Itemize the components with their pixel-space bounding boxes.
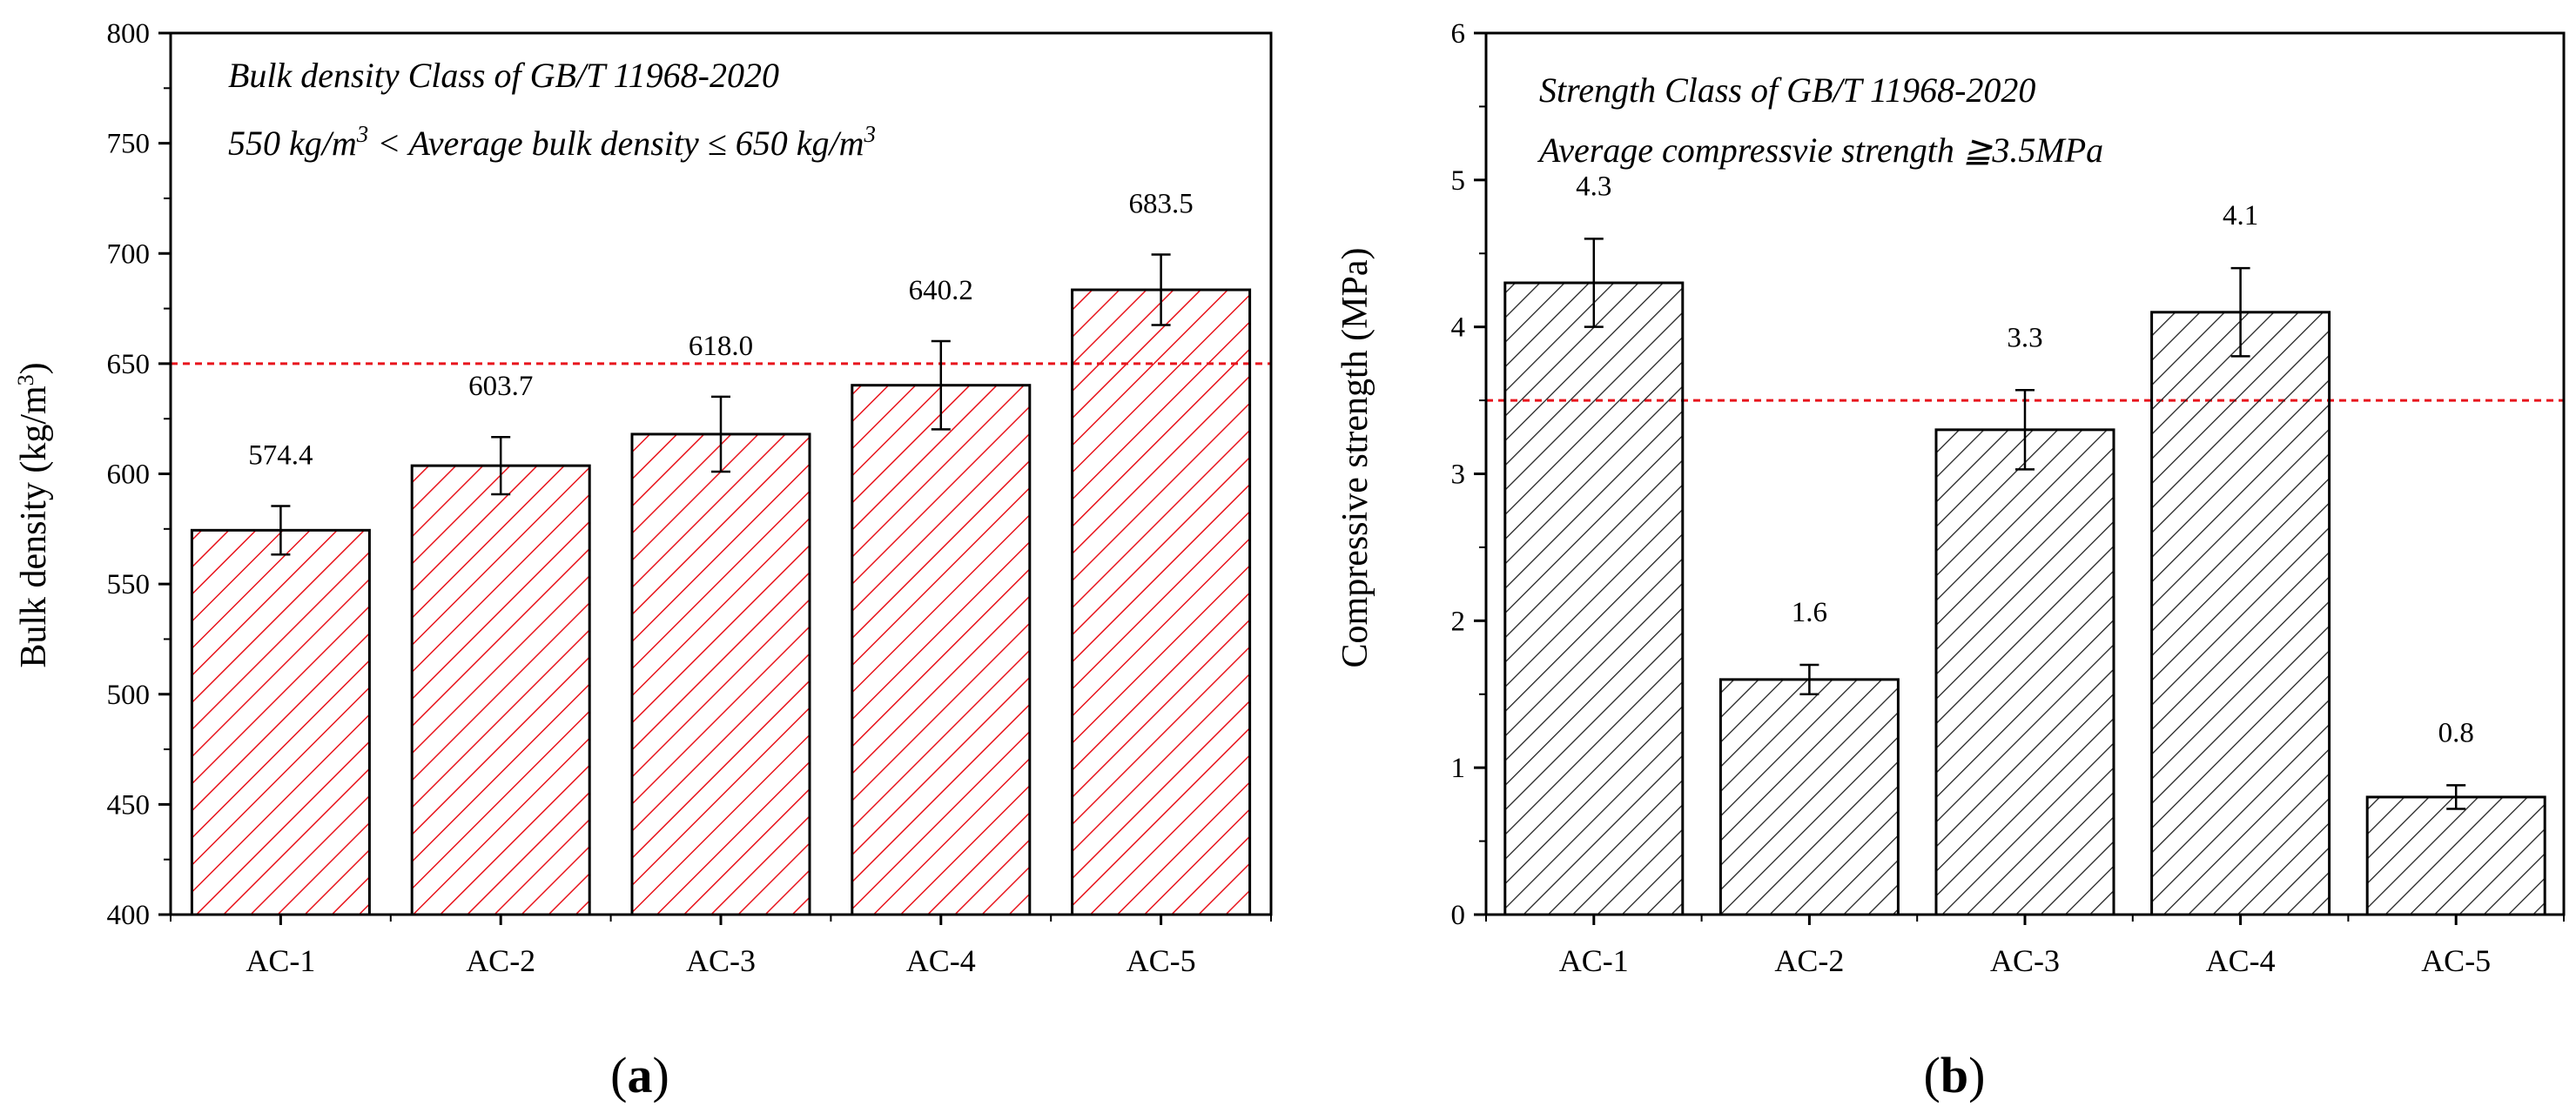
y-tick-label: 4 <box>1451 312 1466 344</box>
annotation-line-2-part-b: < Average bulk density ≤ 650 kg/m <box>368 124 864 163</box>
y-tick-label: 800 <box>107 18 151 50</box>
panel-label-a-close: ) <box>653 1047 669 1103</box>
error-bar-group <box>1584 238 2466 810</box>
data-label: 0.8 <box>2438 717 2474 748</box>
x-tick-label: AC-1 <box>245 943 315 978</box>
x-tick-label: AC-1 <box>1559 943 1629 978</box>
bar <box>410 464 591 916</box>
y-axis-title-text: Bulk density (kg/m <box>14 386 54 668</box>
x-tick-label: AC-2 <box>1774 943 1844 978</box>
y-tick-label: 6 <box>1451 18 1466 50</box>
y-tick-label: 400 <box>107 900 151 931</box>
data-label: 3.3 <box>2007 322 2042 353</box>
bar <box>851 384 1032 916</box>
annotation-line-2: 550 kg/m3 < Average bulk density ≤ 650 k… <box>228 121 876 163</box>
panel-label-b-close: ) <box>1968 1047 1985 1103</box>
y-tick-label: 5 <box>1451 165 1466 197</box>
bar <box>630 432 811 916</box>
data-label: 618.0 <box>689 331 753 362</box>
bar <box>190 528 371 916</box>
annotation-line-2-part-a: 550 kg/m <box>228 124 357 163</box>
panel-label-a-letter: a <box>628 1047 653 1103</box>
annotation-line-2-sup-1: 3 <box>356 121 369 147</box>
bar <box>2365 795 2546 916</box>
data-label: 4.1 <box>2223 200 2258 231</box>
panel-label-b-open: ( <box>1924 1047 1940 1103</box>
x-tick-label: AC-3 <box>1990 943 2060 978</box>
data-label: 574.4 <box>248 439 313 471</box>
y-tick-label: 600 <box>107 459 151 491</box>
x-tick-label: AC-4 <box>2206 943 2276 978</box>
y-axis-title: Bulk density (kg/m3) <box>13 362 55 667</box>
y-axis-title-sup: 3 <box>13 374 38 386</box>
x-axis-ticks: AC-1 AC-2 AC-3 AC-4 AC-5 <box>170 915 1272 978</box>
bar-group <box>1503 281 2546 916</box>
data-label: 603.7 <box>468 371 533 402</box>
y-axis-ticks: 400 450 500 550 600 650 700 750 800 <box>107 18 171 931</box>
data-label: 1.6 <box>1792 597 1827 628</box>
error-bar-group <box>271 253 1171 556</box>
panel-label-b: (b) <box>1924 1047 1986 1103</box>
y-tick-label: 1 <box>1451 753 1466 784</box>
x-tick-label: AC-4 <box>906 943 976 978</box>
panel-label-a-open: ( <box>610 1047 627 1103</box>
y-tick-label: 650 <box>107 349 151 380</box>
bar <box>1071 288 1252 916</box>
y-tick-label: 750 <box>107 129 151 160</box>
chart-panel-a: 574.4 603.7 618.0 640.2 683.5 400 450 500 550 60… <box>13 18 1273 1103</box>
annotation-line-2-sup-2: 3 <box>863 121 876 147</box>
y-tick-label: 450 <box>107 789 151 821</box>
bar <box>2150 311 2331 916</box>
panel-label-a: (a) <box>610 1047 669 1103</box>
annotation-line-1: Strength Class of GB/T 11968-2020 <box>1539 70 2035 110</box>
x-tick-label: AC-5 <box>1127 943 1196 978</box>
y-tick-label: 550 <box>107 569 151 600</box>
x-tick-label: AC-5 <box>2421 943 2491 978</box>
x-tick-label: AC-3 <box>686 943 756 978</box>
y-tick-label: 3 <box>1451 459 1466 491</box>
data-label: 683.5 <box>1128 189 1193 220</box>
value-label-group: 4.3 1.6 3.3 4.1 0.8 <box>1576 171 2474 748</box>
annotation-line-1: Bulk density Class of GB/T 11968-2020 <box>228 56 779 95</box>
y-axis-title-end: ) <box>14 362 54 374</box>
data-label: 640.2 <box>909 275 973 306</box>
panel-label-b-letter: b <box>1940 1047 1968 1103</box>
y-axis-ticks: 0 1 2 3 4 5 6 <box>1451 18 1486 931</box>
bar <box>1503 281 1685 916</box>
bar <box>1934 428 2115 916</box>
chart-panel-b: 4.3 1.6 3.3 4.1 0.8 0 1 2 3 4 5 6 AC-1 AC-2 AC-3 AC-4… <box>1335 18 2566 1103</box>
data-label: 4.3 <box>1576 171 1611 202</box>
y-tick-label: 500 <box>107 680 151 711</box>
y-tick-label: 2 <box>1451 606 1466 637</box>
x-axis-ticks: AC-1 AC-2 AC-3 AC-4 AC-5 <box>1485 915 2565 978</box>
x-tick-label: AC-2 <box>466 943 535 978</box>
y-tick-label: 0 <box>1451 900 1466 931</box>
y-axis-title: Compressive strength (MPa) <box>1335 248 1375 668</box>
y-tick-label: 700 <box>107 238 151 270</box>
bar <box>1718 678 1900 916</box>
value-label-group: 574.4 603.7 618.0 640.2 683.5 <box>248 189 1193 472</box>
annotation-line-2: Average compressvie strength ≧3.5MPa <box>1537 131 2103 170</box>
bar-group <box>190 288 1252 916</box>
